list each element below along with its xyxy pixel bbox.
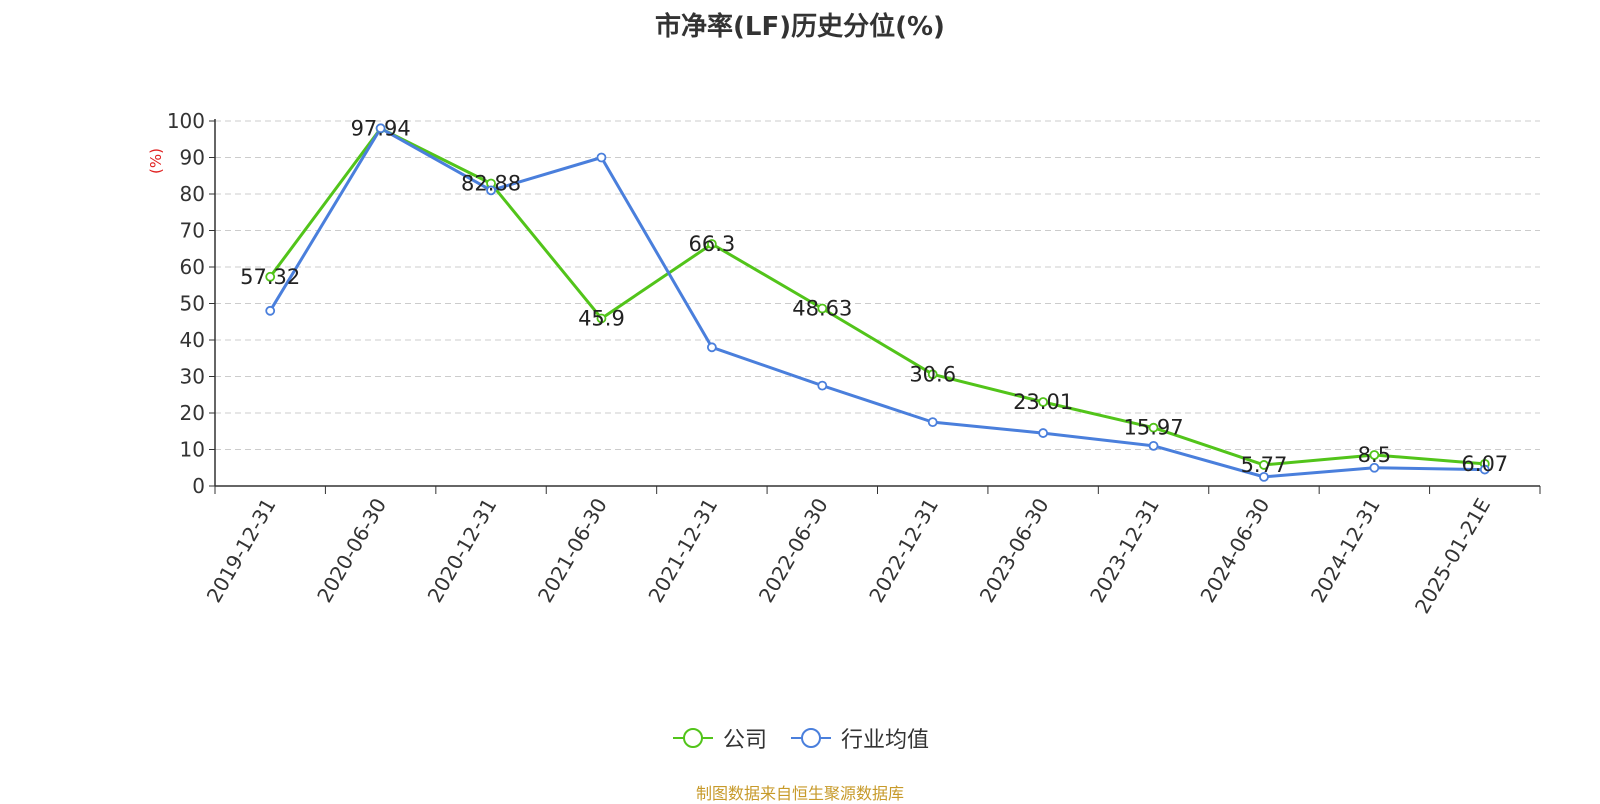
data-point-company xyxy=(1038,397,1049,407)
data-point-industry xyxy=(1148,440,1159,451)
data-label: 8.5 xyxy=(1358,443,1391,467)
legend-marker-company xyxy=(672,728,713,748)
data-point-industry xyxy=(375,123,386,134)
data-label: 45.9 xyxy=(578,306,625,330)
x-tick-label: 2022-12-31 xyxy=(864,494,943,607)
data-label: 48.63 xyxy=(792,297,852,321)
data-point-industry xyxy=(596,152,607,163)
data-label: 57.32 xyxy=(240,265,300,289)
data-label: 15.97 xyxy=(1123,416,1183,440)
legend: 公司 行业均值 xyxy=(0,722,1600,754)
legend-item-company[interactable]: 公司 xyxy=(671,722,767,754)
data-point-industry xyxy=(1479,464,1490,475)
data-label: 82.88 xyxy=(461,171,521,195)
legend-label-company: 公司 xyxy=(722,728,767,753)
legend-item-industry[interactable]: 行业均值 xyxy=(789,722,929,754)
data-point-company xyxy=(927,369,938,380)
chart-title: 市净率(LF)历史分位(%) xyxy=(655,12,945,42)
legend-label-industry: 行业均值 xyxy=(841,728,930,753)
data-point-industry xyxy=(706,342,717,353)
y-tick-label: 90 xyxy=(180,146,205,170)
y-tick-label: 30 xyxy=(180,365,205,389)
data-point-industry xyxy=(1038,428,1049,438)
y-tick-label: 100 xyxy=(167,109,205,133)
y-tick-label: 60 xyxy=(180,255,205,279)
data-label: 66.3 xyxy=(688,232,735,256)
data-label: 30.6 xyxy=(909,362,956,386)
data-point-company xyxy=(1148,422,1159,433)
x-tick-label: 2024-12-31 xyxy=(1306,494,1385,607)
x-tick-label: 2020-06-30 xyxy=(312,494,391,607)
y-tick-label: 20 xyxy=(180,401,205,425)
data-point-company xyxy=(596,313,607,324)
x-tick-label: 2022-06-30 xyxy=(754,494,833,607)
data-point-company xyxy=(706,239,717,249)
y-axis-unit: (%) xyxy=(147,148,165,174)
data-point-industry xyxy=(486,185,496,196)
y-tick-label: 40 xyxy=(180,328,205,352)
y-tick-label: 80 xyxy=(180,182,205,206)
data-point-industry xyxy=(927,417,938,428)
data-label: 23.01 xyxy=(1013,390,1073,414)
y-tick-label: 70 xyxy=(180,219,205,243)
y-tick-label: 50 xyxy=(180,292,205,316)
x-tick-label: 2021-12-31 xyxy=(643,494,722,607)
data-point-industry xyxy=(817,380,828,391)
x-tick-label: 2021-06-30 xyxy=(533,494,612,607)
data-point-company xyxy=(1259,460,1269,470)
series-line-company xyxy=(269,127,1485,467)
legend-marker-industry xyxy=(791,728,831,748)
data-point-industry xyxy=(1259,471,1269,482)
x-tick-label: 2019-12-31 xyxy=(202,494,281,607)
x-tick-label: 2024-06-30 xyxy=(1195,494,1274,607)
data-label: 5.77 xyxy=(1241,453,1288,477)
x-tick-label: 2023-12-31 xyxy=(1085,494,1164,607)
data-label: 6.07 xyxy=(1461,452,1508,476)
x-tick-label: 2023-06-30 xyxy=(975,494,1054,607)
data-point-industry xyxy=(265,305,276,316)
x-tick-label: 2020-12-31 xyxy=(423,494,502,607)
series-line-industry xyxy=(268,126,1485,479)
data-point-company xyxy=(265,271,276,282)
y-tick-label: 10 xyxy=(180,438,205,462)
y-tick-label: 0 xyxy=(192,474,205,498)
data-source-note: 制图数据来自恒生聚源数据库 xyxy=(695,784,904,803)
x-tick-label: 2025-01-21E xyxy=(1410,494,1495,618)
data-label: 97.94 xyxy=(351,117,411,141)
data-point-industry xyxy=(1369,462,1380,473)
data-point-company xyxy=(817,303,828,314)
data-point-company xyxy=(1369,450,1380,460)
